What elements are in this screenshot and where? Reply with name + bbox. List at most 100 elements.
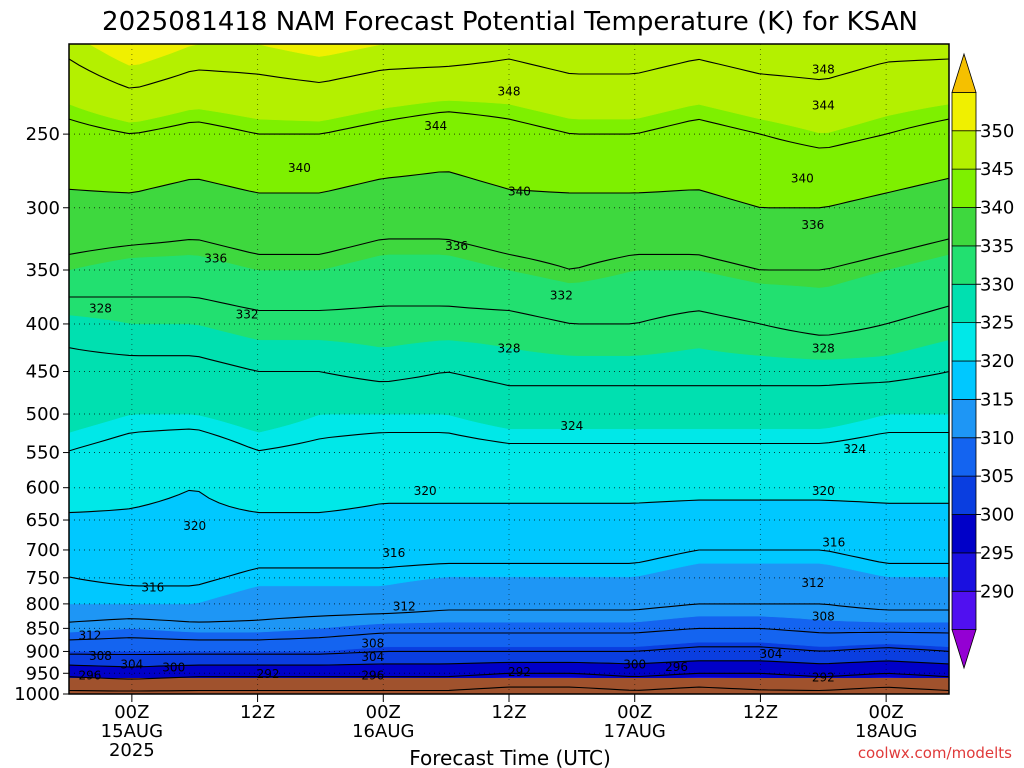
- colorbar-swatch-7: [951, 360, 977, 400]
- contour-label-328: 328: [498, 341, 521, 355]
- colorbar-label-300: 300: [980, 505, 1014, 526]
- isotherm-308: [69, 627, 949, 641]
- contour-label-308: 308: [89, 649, 112, 663]
- y-tick-label-600: 600: [26, 478, 60, 499]
- contour-label-316: 316: [141, 580, 164, 594]
- contour-label-324: 324: [560, 419, 583, 433]
- isotherm-300: [69, 660, 949, 668]
- y-tick-label-450: 450: [26, 362, 60, 383]
- colorbar-swatch-11: [951, 207, 977, 247]
- contour-label-292: 292: [812, 671, 835, 685]
- contour-label-312: 312: [801, 576, 824, 590]
- y-tick-label-800: 800: [26, 594, 60, 615]
- y-tick-label-250: 250: [26, 124, 60, 145]
- y-tick-label-950: 950: [26, 663, 60, 684]
- contour-label-304: 304: [361, 650, 384, 664]
- isotherm-320: [69, 489, 949, 514]
- colorbar: 290 295 300 305 310 315 320 325 330 335 340 345 350: [951, 52, 1014, 670]
- contour-label-308: 308: [812, 609, 835, 623]
- contour-label-344: 344: [424, 119, 447, 133]
- chart-title: 2025081418 NAM Forecast Potential Temper…: [102, 7, 918, 37]
- x-tick-label-66-l1: 12Z: [743, 702, 778, 723]
- colorbar-label-315: 315: [980, 389, 1014, 410]
- contour-label-340: 340: [791, 171, 814, 185]
- contour-label-332: 332: [236, 308, 259, 322]
- contour-label-348: 348: [498, 85, 521, 99]
- contour-label-312: 312: [78, 628, 101, 642]
- grid-lines: [69, 44, 949, 694]
- contour-label-308: 308: [361, 637, 384, 651]
- colorbar-label-320: 320: [980, 351, 1014, 372]
- x-tick-label-6-l2: 15AUG: [101, 721, 163, 742]
- contour-label-324: 324: [843, 442, 866, 456]
- y-tick-label-750: 750: [26, 568, 60, 589]
- colorbar-label-310: 310: [980, 428, 1014, 449]
- plot-area: [69, 44, 949, 694]
- contour-label-292: 292: [257, 667, 280, 681]
- y-axis: 2503003504004505005506006507007508008509…: [14, 124, 69, 705]
- colorbar-swatch-2: [951, 552, 977, 592]
- colorbar-swatch-14: [951, 91, 977, 132]
- colorbar-swatch-9: [951, 283, 977, 324]
- contour-labels: 348 348 344 344 340 340 340 336 336 336 332 332 328 3…: [78, 62, 866, 684]
- x-tick-label-42-l1: 12Z: [491, 702, 526, 723]
- isotherm-292: [69, 686, 949, 692]
- colorbar-label-340: 340: [980, 198, 1014, 219]
- contour-label-320: 320: [414, 484, 437, 498]
- contour-label-296: 296: [665, 660, 688, 674]
- contour-label-296: 296: [361, 668, 384, 682]
- x-tick-label-54-l2: 17AUG: [604, 721, 666, 742]
- colorbar-label-335: 335: [980, 236, 1014, 257]
- colorbar-label-325: 325: [980, 313, 1014, 334]
- colorbar-swatch-0: [951, 629, 977, 670]
- colorbar-label-330: 330: [980, 274, 1014, 295]
- colorbar-swatch-12: [951, 168, 977, 208]
- y-tick-label-400: 400: [26, 314, 60, 335]
- colorbar-label-350: 350: [980, 121, 1014, 142]
- colorbar-label-295: 295: [980, 543, 1014, 564]
- colorbar-swatch-4: [951, 475, 977, 515]
- isotherm-328: [69, 347, 949, 387]
- contour-label-336: 336: [445, 239, 468, 253]
- x-tick-label-30-l1: 00Z: [366, 702, 401, 723]
- contour-label-340: 340: [288, 161, 311, 175]
- x-tick-label-78-l1: 00Z: [869, 702, 904, 723]
- contour-label-312: 312: [393, 599, 416, 613]
- y-tick-label-900: 900: [26, 641, 60, 662]
- contour-label-348: 348: [812, 62, 835, 76]
- colorbar-label-345: 345: [980, 159, 1014, 180]
- band-350: [69, 44, 949, 66]
- contour-label-304: 304: [120, 658, 143, 672]
- x-axis-label: Forecast Time (UTC): [409, 746, 611, 768]
- y-tick-label-300: 300: [26, 198, 60, 219]
- contour-label-316: 316: [822, 535, 845, 549]
- y-tick-label-850: 850: [26, 618, 60, 639]
- x-tick-label-78-l2: 18AUG: [855, 721, 917, 742]
- colorbar-label-305: 305: [980, 466, 1014, 487]
- isotherm-324: [69, 428, 949, 452]
- colorbar-swatch-1: [951, 590, 977, 631]
- x-tick-label-30-l2: 16AUG: [352, 721, 414, 742]
- colorbar-swatch-5: [951, 437, 977, 477]
- y-tick-label-350: 350: [26, 260, 60, 281]
- contour-label-332: 332: [550, 289, 573, 303]
- contour-label-336: 336: [801, 218, 824, 232]
- y-tick-label-700: 700: [26, 540, 60, 561]
- y-tick-label-1000: 1000: [14, 684, 60, 705]
- isotherm-332: [69, 296, 949, 336]
- y-tick-label-550: 550: [26, 443, 60, 464]
- colorbar-label-290: 290: [980, 581, 1014, 602]
- credit-text[interactable]: coolwx.com/modelts: [858, 744, 1012, 762]
- contour-label-296: 296: [78, 668, 101, 682]
- contour-label-320: 320: [183, 519, 206, 533]
- colorbar-swatch-6: [951, 398, 977, 439]
- x-tick-label-6-l1: 00Z: [114, 702, 149, 723]
- colorbar-swatch-13: [951, 130, 977, 170]
- isotherm-316: [69, 549, 949, 587]
- x-tick-label-6-l3: 2025: [109, 740, 155, 761]
- contour-label-328: 328: [89, 302, 112, 316]
- y-tick-label-650: 650: [26, 510, 60, 531]
- contour-label-300: 300: [623, 657, 646, 671]
